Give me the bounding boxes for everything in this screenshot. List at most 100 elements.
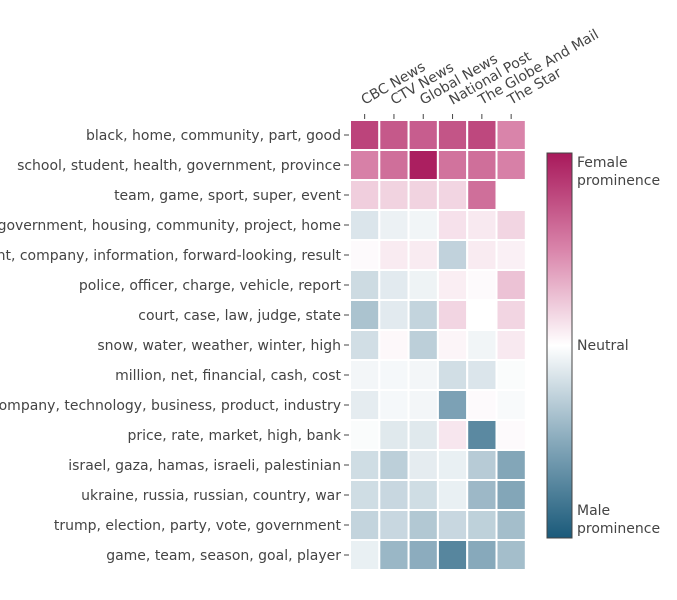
heatmap-cell-r6-c5 — [495, 299, 527, 331]
heatmap-cell-r2-c4 — [466, 179, 498, 211]
row-label: court, case, law, judge, state — [138, 308, 341, 324]
heatmap-cell-r6-c1 — [378, 299, 410, 331]
row-label: price, rate, market, high, bank — [127, 428, 341, 444]
heatmap-cell-r12-c4 — [466, 479, 498, 511]
heatmap-cell-r7-c2 — [407, 329, 439, 361]
heatmap-cell-r3-c0 — [349, 209, 381, 241]
row-label: school, student, health, government, pro… — [17, 158, 341, 174]
heatmap-cell-r11-c4 — [466, 449, 498, 481]
heatmap-cell-r13-c1 — [378, 509, 410, 541]
heatmap-cell-r8-c5 — [495, 359, 527, 391]
heatmap-cell-r0-c3 — [436, 119, 469, 151]
heatmap-cell-r7-c5 — [495, 329, 527, 361]
row-label: ent, company, information, forward-looki… — [0, 248, 342, 264]
heatmap-cell-r13-c2 — [407, 509, 439, 541]
heatmap-cell-r6-c4 — [466, 299, 498, 331]
heatmap-cell-r9-c3 — [436, 389, 469, 421]
heatmap-cell-r8-c3 — [436, 359, 469, 391]
heatmap-cell-r6-c3 — [436, 299, 469, 331]
heatmap-cell-r11-c2 — [407, 449, 439, 481]
row-label: team, game, sport, super, event — [114, 188, 341, 204]
row-label: police, officer, charge, vehicle, report — [79, 278, 342, 294]
heatmap-cell-r1-c0 — [349, 149, 381, 181]
heatmap-cell-r7-c4 — [466, 329, 498, 361]
heatmap-cell-r5-c5 — [495, 269, 527, 301]
heatmap-cell-r8-c4 — [466, 359, 498, 391]
heatmap-cell-r6-c2 — [407, 299, 439, 331]
row-label: trump, election, party, vote, government — [54, 518, 342, 534]
heatmap-cell-r2-c2 — [407, 179, 439, 211]
heatmap-cell-r10-c2 — [407, 419, 439, 451]
heatmap-cell-r12-c5 — [495, 479, 527, 511]
heatmap-cell-r11-c1 — [378, 449, 410, 481]
heatmap-cell-r9-c5 — [495, 389, 527, 421]
colorbar-gradient — [546, 152, 573, 539]
heatmap-cell-r13-c4 — [466, 509, 498, 541]
heatmap-cell-r11-c0 — [349, 449, 381, 481]
heatmap-cell-r10-c3 — [436, 419, 469, 451]
heatmap-cell-r1-c2 — [407, 149, 439, 181]
column-ticks — [364, 114, 512, 119]
heatmap-cell-r4-c0 — [349, 239, 381, 271]
heatmap-cell-r10-c5 — [495, 419, 527, 451]
row-label: million, net, financial, cash, cost — [115, 368, 341, 384]
heatmap-cell-r10-c1 — [378, 419, 410, 451]
heatmap-cell-r14-c4 — [466, 539, 498, 571]
heatmap-cell-r6-c0 — [349, 299, 381, 331]
heatmap-cell-r9-c1 — [378, 389, 410, 421]
heatmap-cell-r11-c3 — [436, 449, 469, 481]
heatmap-cell-r12-c0 — [349, 479, 381, 511]
heatmap-cell-r7-c1 — [378, 329, 410, 361]
heatmap-cell-r5-c4 — [466, 269, 498, 301]
heatmap-cell-r0-c2 — [407, 119, 439, 151]
heatmap-cell-r5-c0 — [349, 269, 381, 301]
heatmap-cell-r4-c3 — [436, 239, 469, 271]
heatmap-cell-r4-c4 — [466, 239, 498, 271]
heatmap-cell-r1-c5 — [495, 149, 527, 181]
heatmap-cell-r14-c0 — [349, 539, 381, 571]
row-labels: black, home, community, part, good school… — [0, 128, 342, 564]
heatmap-cell-r14-c1 — [378, 539, 410, 571]
heatmap-cell-r8-c1 — [378, 359, 410, 391]
heatmap-cell-r12-c2 — [407, 479, 439, 511]
row-label: snow, water, weather, winter, high — [97, 338, 341, 354]
heatmap-cell-r4-c1 — [378, 239, 410, 271]
colorbar-bottom-label-line1: Male — [577, 503, 610, 519]
heatmap-cell-r4-c5 — [495, 239, 527, 271]
colorbar-top-label-line1: Female — [577, 155, 628, 171]
heatmap-cell-r8-c2 — [407, 359, 439, 391]
heatmap-cell-r0-c0 — [349, 119, 381, 151]
heatmap-cell-r4-c2 — [407, 239, 439, 271]
heatmap-cell-r7-c0 — [349, 329, 381, 361]
colorbar-bottom-label-line2: prominence — [577, 521, 660, 537]
heatmap-cell-r0-c1 — [378, 119, 410, 151]
colorbar-middle-label: Neutral — [577, 338, 629, 354]
heatmap-cell-r0-c4 — [466, 119, 498, 151]
row-label: government, housing, community, project,… — [0, 218, 341, 234]
row-label: game, team, season, goal, player — [106, 548, 341, 564]
heatmap-cell-r14-c3 — [436, 539, 469, 571]
heatmap-cell-r0-c5 — [495, 119, 527, 151]
heatmap-cell-r3-c1 — [378, 209, 410, 241]
heatmap-cell-r2-c3 — [436, 179, 469, 211]
heatmap-cell-r8-c0 — [349, 359, 381, 391]
colorbar-top-label-line2: prominence — [577, 173, 660, 189]
heatmap-cell-r1-c1 — [378, 149, 410, 181]
heatmap-cell-r1-c3 — [436, 149, 469, 181]
row-label: black, home, community, part, good — [86, 128, 341, 144]
heatmap-cell-r3-c3 — [436, 209, 469, 241]
heatmap-cell-r11-c5 — [495, 449, 527, 481]
heatmap-cell-r10-c4 — [466, 419, 498, 451]
heatmap-cell-r7-c3 — [436, 329, 469, 361]
heatmap-cell-r13-c3 — [436, 509, 469, 541]
heatmap-cell-r13-c0 — [349, 509, 381, 541]
heatmap-cell-r9-c2 — [407, 389, 439, 421]
heatmap-cell-r2-c1 — [378, 179, 410, 211]
heatmap-cell-r13-c5 — [495, 509, 527, 541]
heatmap-cell-r10-c0 — [349, 419, 381, 451]
row-label: ukraine, russia, russian, country, war — [81, 488, 341, 504]
heatmap-cell-r9-c4 — [466, 389, 498, 421]
heatmap-cell-r14-c5 — [495, 539, 527, 571]
heatmap-cell-r5-c2 — [407, 269, 439, 301]
